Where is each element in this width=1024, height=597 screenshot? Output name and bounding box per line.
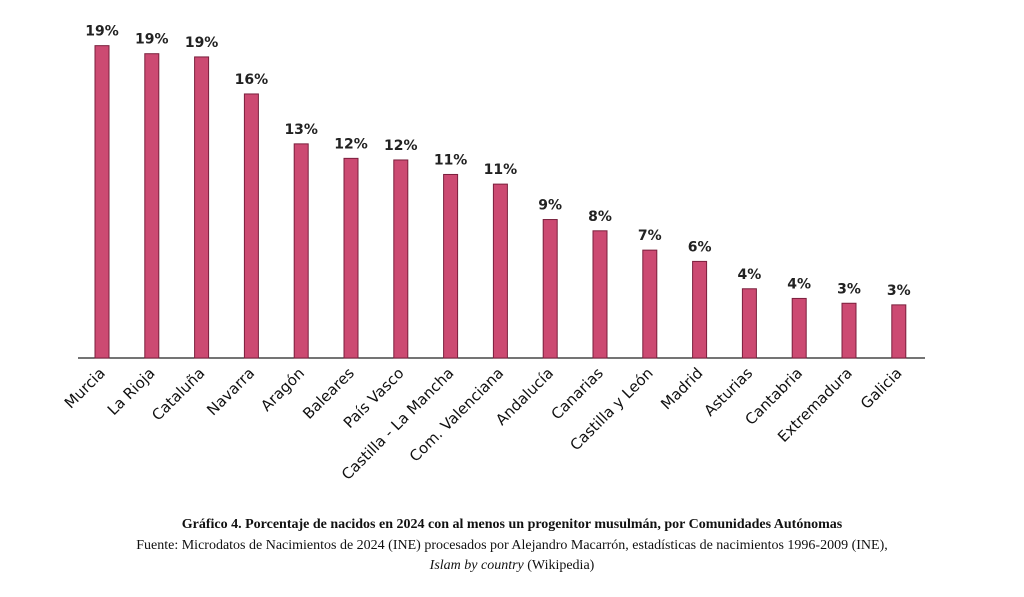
bar: [542, 219, 558, 359]
bar: [343, 157, 359, 359]
x-tick-label: Aragón: [257, 364, 308, 415]
x-tick-label: Com. Valenciana: [406, 364, 507, 465]
value-label: 13%: [284, 122, 318, 138]
caption-title: Gráfico 4. Porcentaje de nacidos en 2024…: [181, 517, 843, 532]
value-label: 3%: [887, 283, 911, 299]
value-label: 19%: [85, 24, 119, 40]
bar: [393, 159, 409, 359]
x-tick-label: Madrid: [657, 364, 706, 413]
value-label: 12%: [334, 136, 368, 152]
bar: [891, 304, 907, 359]
bar: [692, 260, 708, 359]
bar: [791, 297, 807, 359]
bar: [194, 56, 210, 359]
bar: [94, 45, 110, 359]
x-tick-label: Murcia: [61, 364, 109, 412]
value-label: 19%: [185, 35, 219, 51]
value-label: 12%: [384, 138, 418, 154]
value-label: 3%: [837, 281, 861, 297]
value-label: 9%: [538, 198, 562, 214]
bar: [243, 93, 259, 359]
value-label: 6%: [688, 239, 712, 255]
x-tick-label: Galicia: [857, 364, 906, 413]
caption-source-2: Islam by country (Wikipedia): [0, 558, 1024, 574]
value-label: 4%: [787, 276, 811, 292]
source-rest: (Wikipedia): [527, 558, 595, 573]
value-label: 19%: [135, 32, 169, 48]
bar: [144, 53, 160, 359]
bar: [293, 143, 309, 359]
value-label: 11%: [484, 162, 518, 178]
bar: [841, 302, 857, 359]
bar: [741, 288, 757, 359]
value-label: 8%: [588, 209, 612, 225]
bar: [642, 249, 658, 359]
value-label: 11%: [434, 152, 468, 168]
source-italic: Islam by country: [429, 558, 524, 573]
value-label: 16%: [235, 72, 269, 88]
value-label: 7%: [638, 228, 662, 244]
bar: [443, 173, 459, 359]
value-label: 4%: [738, 267, 762, 283]
x-tick-label: Navarra: [203, 364, 258, 419]
bar: [492, 183, 508, 359]
x-tick-label: Cataluña: [148, 364, 208, 424]
bar: [592, 230, 608, 359]
caption-source: Fuente: Microdatos de Nacimientos de 202…: [136, 538, 888, 553]
